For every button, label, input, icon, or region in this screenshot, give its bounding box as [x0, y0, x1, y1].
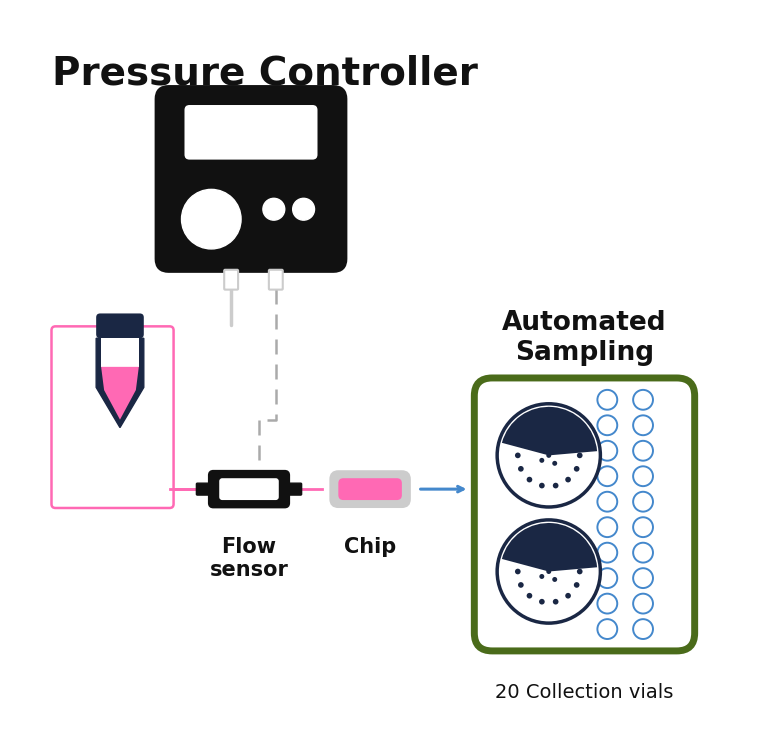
Circle shape: [633, 594, 653, 613]
FancyBboxPatch shape: [197, 483, 210, 495]
Circle shape: [565, 545, 571, 550]
Circle shape: [527, 477, 532, 483]
Circle shape: [565, 477, 571, 483]
Circle shape: [598, 441, 617, 461]
Circle shape: [515, 453, 521, 458]
Circle shape: [518, 466, 524, 471]
Circle shape: [552, 577, 558, 582]
Circle shape: [598, 416, 617, 435]
Circle shape: [518, 439, 524, 445]
Circle shape: [598, 466, 617, 486]
Polygon shape: [101, 338, 139, 367]
FancyBboxPatch shape: [330, 471, 410, 507]
FancyBboxPatch shape: [269, 270, 283, 289]
Polygon shape: [101, 367, 139, 420]
Circle shape: [539, 574, 545, 579]
Circle shape: [541, 563, 546, 568]
Circle shape: [518, 555, 524, 561]
Circle shape: [552, 461, 558, 466]
Circle shape: [497, 520, 601, 623]
FancyBboxPatch shape: [224, 270, 238, 289]
Polygon shape: [96, 338, 144, 427]
Circle shape: [598, 390, 617, 410]
Circle shape: [539, 458, 545, 463]
Circle shape: [598, 619, 617, 639]
Text: 20 Collection vials: 20 Collection vials: [495, 683, 674, 702]
Circle shape: [598, 568, 617, 588]
Circle shape: [546, 453, 551, 458]
Circle shape: [263, 198, 285, 220]
Circle shape: [553, 422, 558, 428]
Circle shape: [546, 569, 551, 574]
Circle shape: [550, 561, 555, 566]
Circle shape: [598, 492, 617, 512]
Circle shape: [633, 568, 653, 588]
FancyBboxPatch shape: [157, 87, 346, 271]
Circle shape: [574, 555, 580, 561]
Circle shape: [633, 517, 653, 537]
Wedge shape: [502, 523, 597, 571]
Circle shape: [541, 447, 546, 452]
Circle shape: [527, 428, 532, 434]
FancyBboxPatch shape: [288, 483, 302, 495]
Text: Pressure Controller: Pressure Controller: [52, 54, 478, 93]
Circle shape: [293, 198, 315, 220]
Circle shape: [598, 594, 617, 613]
Text: Flow
sensor: Flow sensor: [210, 537, 289, 580]
Circle shape: [518, 582, 524, 588]
FancyBboxPatch shape: [210, 471, 289, 507]
Circle shape: [633, 543, 653, 562]
Circle shape: [539, 483, 545, 489]
Circle shape: [598, 543, 617, 562]
Circle shape: [633, 466, 653, 486]
Circle shape: [539, 422, 545, 428]
FancyBboxPatch shape: [339, 478, 402, 500]
Circle shape: [633, 441, 653, 461]
Circle shape: [574, 582, 580, 588]
Circle shape: [633, 416, 653, 435]
Circle shape: [598, 517, 617, 537]
Circle shape: [527, 545, 532, 550]
Circle shape: [181, 189, 241, 249]
Circle shape: [565, 428, 571, 434]
Circle shape: [497, 404, 601, 507]
FancyBboxPatch shape: [96, 313, 144, 338]
Circle shape: [577, 453, 583, 458]
Circle shape: [633, 619, 653, 639]
Circle shape: [577, 568, 583, 574]
Circle shape: [565, 593, 571, 598]
Text: Automated
Sampling: Automated Sampling: [502, 310, 667, 366]
Circle shape: [539, 599, 545, 604]
Circle shape: [633, 492, 653, 512]
Text: Chip: Chip: [344, 537, 396, 557]
Circle shape: [574, 439, 580, 445]
Circle shape: [539, 539, 545, 544]
FancyBboxPatch shape: [475, 378, 695, 651]
FancyBboxPatch shape: [219, 478, 279, 500]
Circle shape: [515, 568, 521, 574]
Circle shape: [553, 599, 558, 604]
Circle shape: [553, 483, 558, 489]
Circle shape: [633, 390, 653, 410]
Circle shape: [550, 445, 555, 450]
Circle shape: [527, 593, 532, 598]
Circle shape: [574, 466, 580, 471]
FancyBboxPatch shape: [184, 105, 317, 160]
Wedge shape: [502, 407, 597, 455]
Circle shape: [553, 539, 558, 544]
